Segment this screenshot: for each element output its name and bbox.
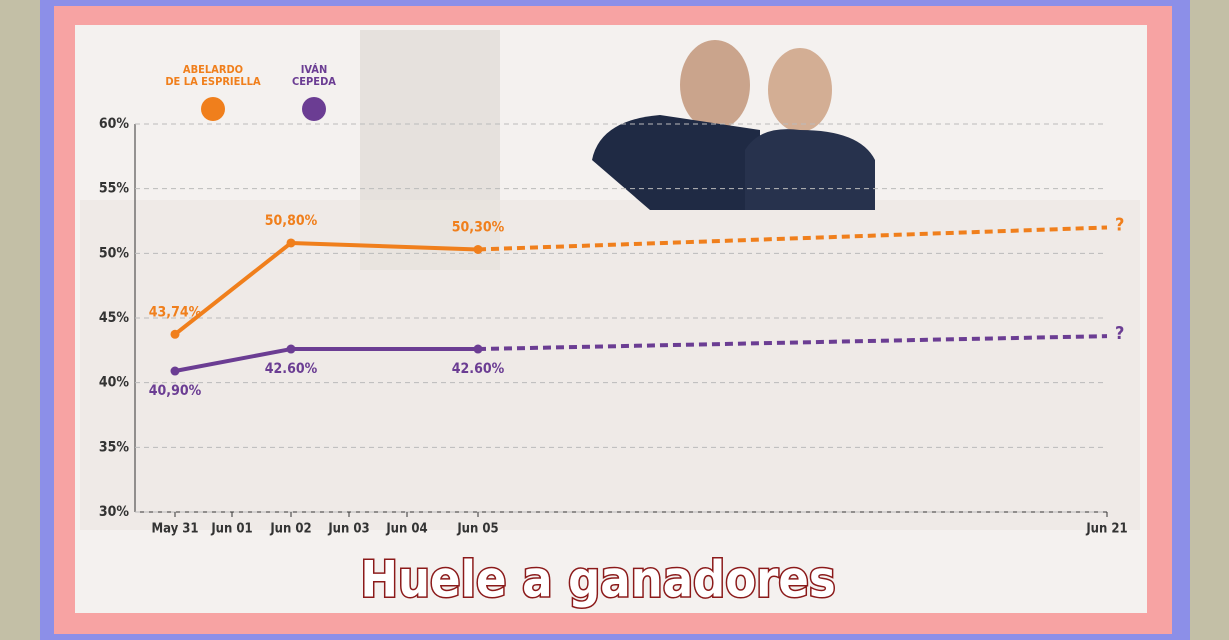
legend-swatch xyxy=(302,97,326,121)
line-segment xyxy=(174,347,292,373)
x-tick-label: Jun 01 xyxy=(210,522,252,537)
line-segment xyxy=(173,241,293,336)
x-tick-label: Jun 05 xyxy=(456,522,498,537)
y-tick-label: 30% xyxy=(99,504,130,520)
y-tick-label: 60% xyxy=(99,116,130,132)
line-segment xyxy=(477,225,1108,252)
line-segment xyxy=(290,240,479,252)
y-tick-label: 50% xyxy=(99,245,130,261)
y-tick-label: 45% xyxy=(99,310,130,326)
legend-label: ABELARDO DE LA ESPRIELLA xyxy=(165,63,261,88)
y-tick-label: 40% xyxy=(99,375,130,391)
side-band xyxy=(1190,0,1229,640)
line-segment xyxy=(477,334,1108,352)
background-photo xyxy=(80,200,1140,530)
point xyxy=(473,244,483,254)
y-tick-label: 35% xyxy=(99,439,130,455)
data-label: 43,74% xyxy=(149,304,202,320)
data-label: 40,90% xyxy=(149,383,202,399)
point xyxy=(170,366,180,376)
x-tick-label: Jun 02 xyxy=(269,522,311,537)
data-label: ? xyxy=(1115,214,1124,235)
data-label: ? xyxy=(1115,323,1124,344)
x-tick-label: May 31 xyxy=(151,522,198,537)
portrait xyxy=(592,40,875,210)
point xyxy=(286,238,296,248)
data-label: 50,80% xyxy=(265,213,318,229)
data-label: 42.60% xyxy=(452,361,505,377)
legend-label: IVÁN CEPEDA xyxy=(292,63,336,88)
data-label: 50,30% xyxy=(452,219,505,235)
point xyxy=(170,329,180,339)
side-band xyxy=(0,0,40,640)
x-tick-label: Jun 04 xyxy=(385,522,427,537)
legend-swatch xyxy=(201,97,225,121)
y-tick-label: 55% xyxy=(99,181,130,197)
chart-title: Huele a ganadores xyxy=(360,551,835,609)
data-label: 42.60% xyxy=(265,361,318,377)
x-tick-label: Jun 21 xyxy=(1085,522,1127,537)
point xyxy=(473,344,483,354)
x-tick-label: Jun 03 xyxy=(327,522,369,537)
point xyxy=(286,344,296,354)
